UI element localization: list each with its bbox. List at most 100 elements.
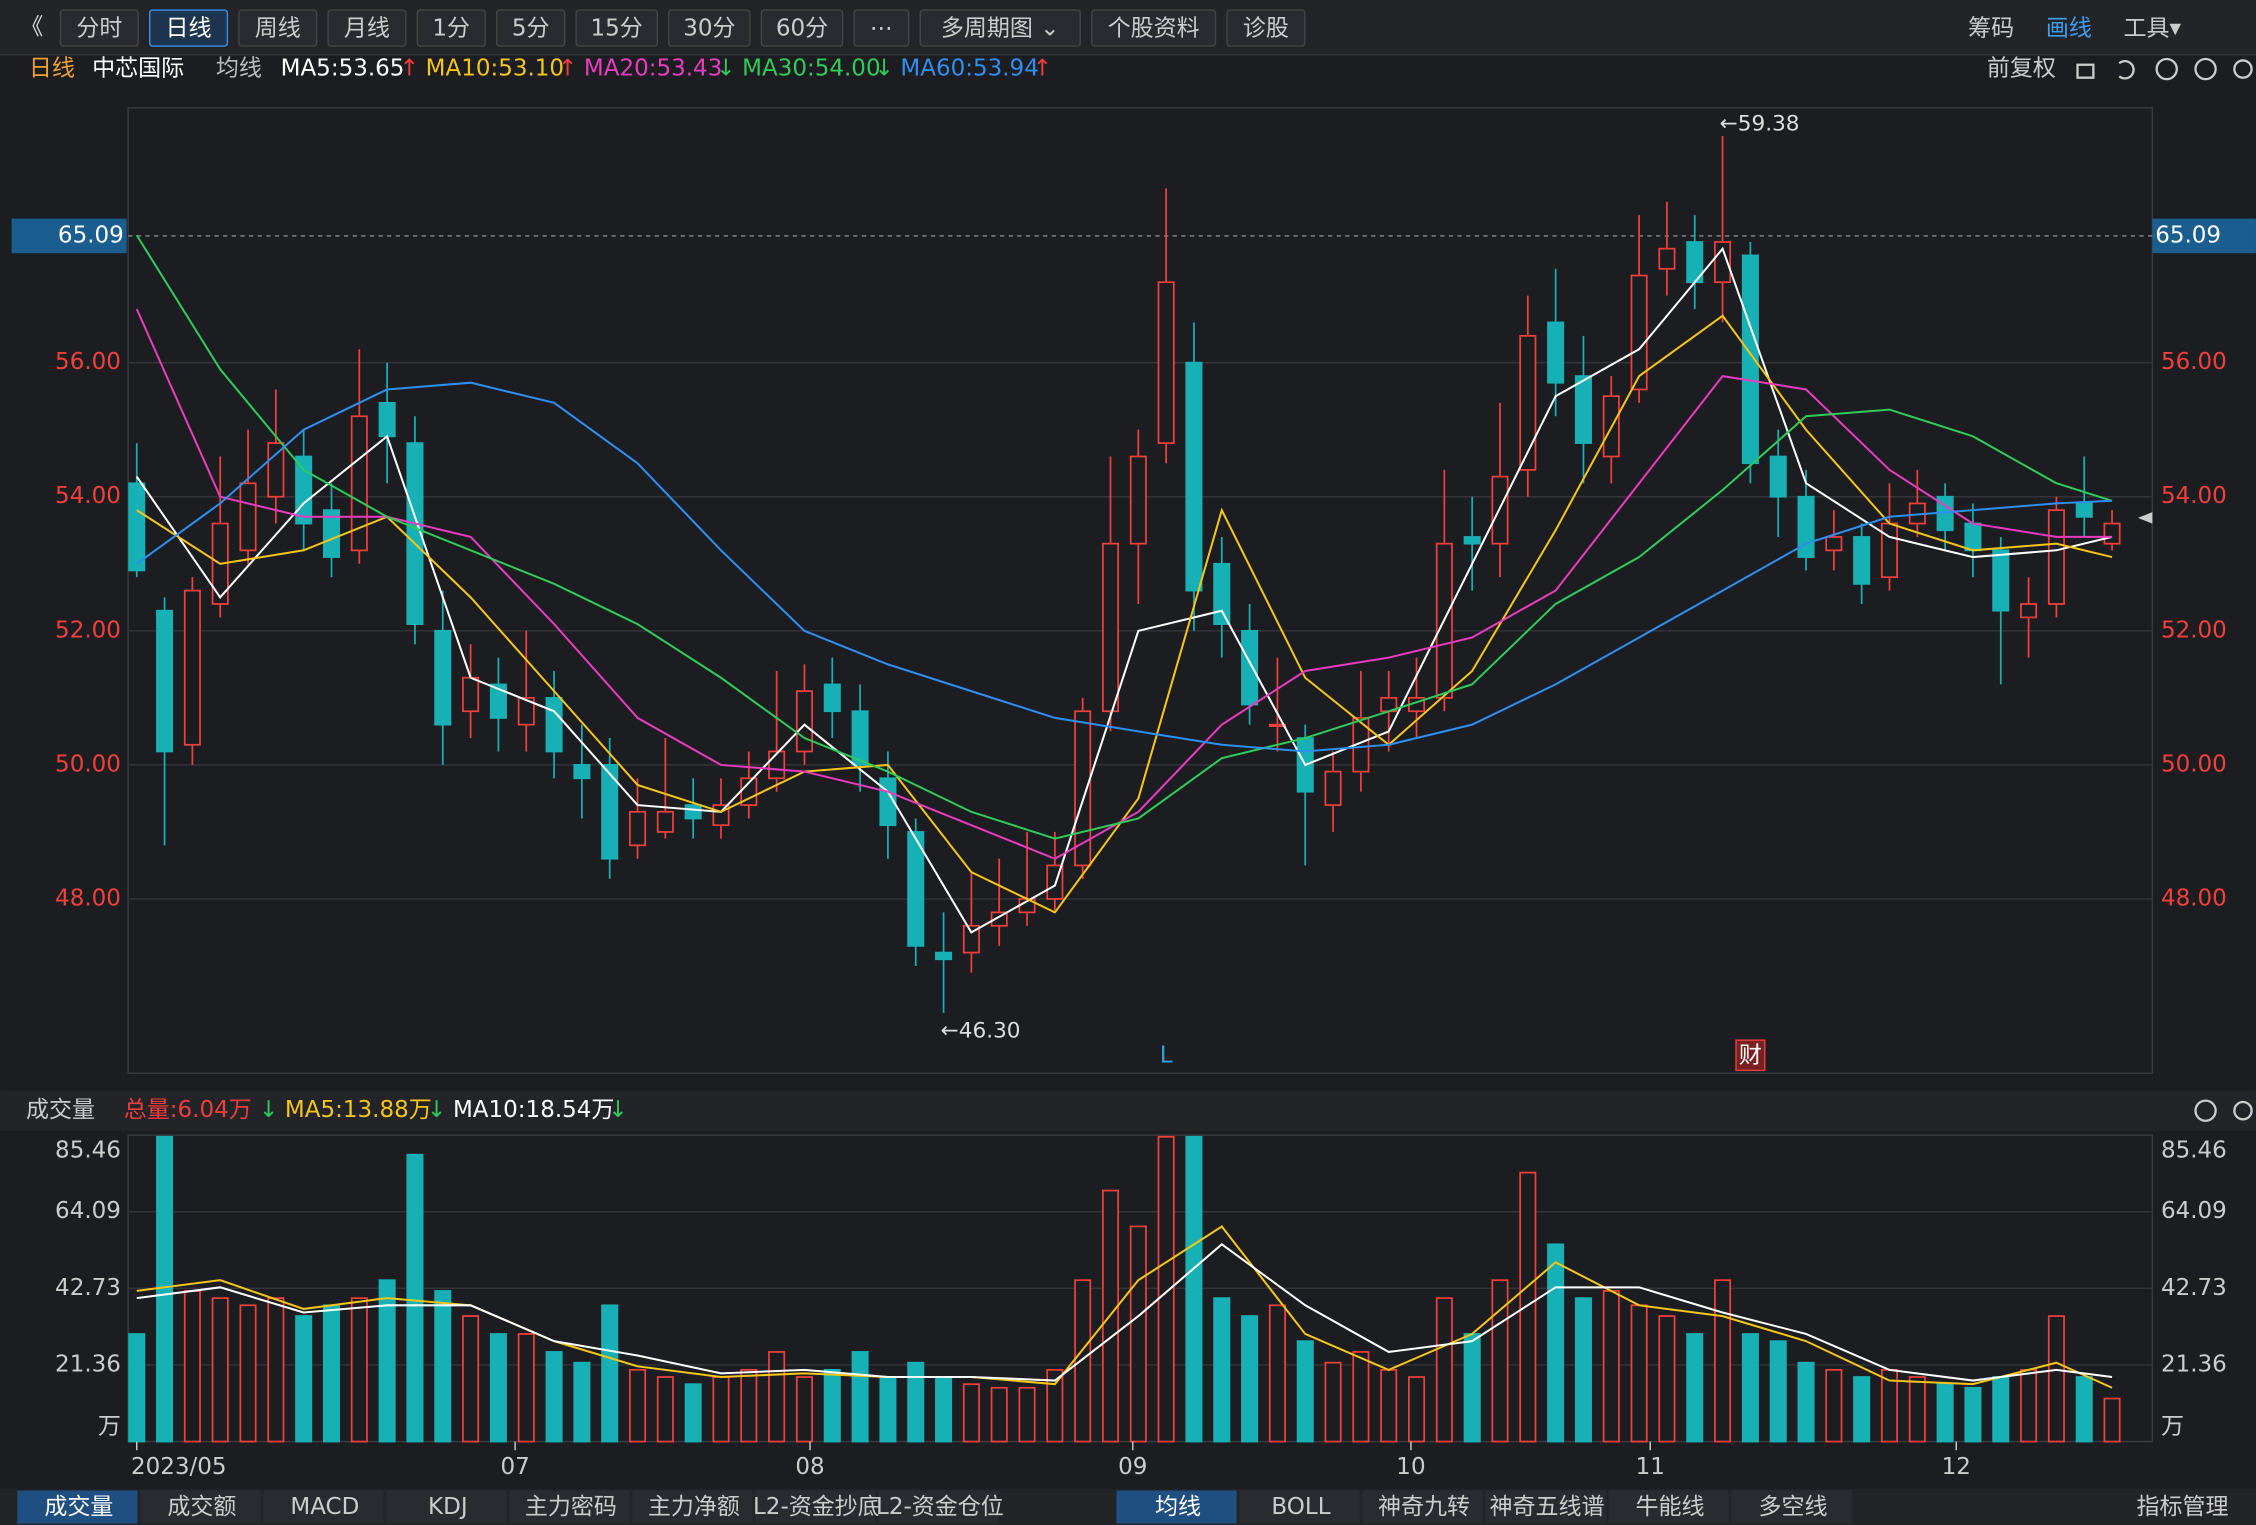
indicator-tab-label[interactable]: 神奇五线谱: [1490, 1494, 1605, 1520]
candle-body: [1185, 361, 1203, 592]
x-tick-label: 08: [795, 1454, 824, 1480]
volume-legend: 总量:6.04万: [124, 1097, 252, 1123]
indicator-tab[interactable]: [1485, 1490, 1606, 1524]
adjust-button[interactable]: 前复权: [1987, 56, 2056, 82]
undo-icon[interactable]: [2118, 60, 2135, 80]
toolbar-button-label[interactable]: 5分: [512, 15, 550, 41]
settings-icon[interactable]: [2233, 1100, 2253, 1121]
indicator-tab-label[interactable]: MACD: [290, 1494, 359, 1520]
toolbar-button[interactable]: [1091, 9, 1217, 47]
toolbar-button[interactable]: [495, 9, 566, 47]
indicator-tab[interactable]: [140, 1490, 261, 1524]
indicator-tab-label[interactable]: L2-资金仓位: [876, 1494, 1004, 1520]
indicator-tab-label[interactable]: 牛能线: [1636, 1494, 1705, 1520]
volume-bar: [1797, 1361, 1815, 1443]
zoom-in-icon[interactable]: [2155, 57, 2178, 81]
toolbar-right-button[interactable]: 筹码: [1968, 15, 2014, 41]
toolbar-button[interactable]: [853, 9, 910, 47]
event-marker[interactable]: 财: [1739, 1042, 1762, 1068]
indicator-tab[interactable]: [1362, 1490, 1483, 1524]
indicator-tab[interactable]: [1608, 1490, 1729, 1524]
volume-header-bg: [0, 1090, 2256, 1131]
indicator-tab[interactable]: [386, 1490, 507, 1524]
indicator-tab[interactable]: [632, 1490, 753, 1524]
volume-bar: [962, 1383, 980, 1443]
toolbar-button-label[interactable]: 诊股: [1243, 15, 1289, 41]
candle-body: [1630, 274, 1648, 391]
toolbar-button-label[interactable]: 日线: [166, 15, 212, 41]
indicator-tab[interactable]: [263, 1490, 384, 1524]
indicator-tab-label[interactable]: L2-资金抄底: [753, 1494, 881, 1520]
toolbar-icons: [2076, 57, 2253, 1122]
toolbar-button[interactable]: [59, 9, 139, 47]
volume-bar: [1686, 1333, 1704, 1443]
toolbar-button-label[interactable]: 个股资料: [1108, 15, 1200, 41]
toolbar-button[interactable]: [919, 9, 1081, 47]
lock-icon[interactable]: [2076, 63, 2095, 79]
indicator-tab-label[interactable]: 成交额: [167, 1494, 236, 1520]
candle-body: [1324, 770, 1342, 806]
settings-icon[interactable]: [2233, 59, 2253, 79]
toolbar-button[interactable]: [760, 9, 844, 47]
toolbar-button[interactable]: [148, 9, 229, 47]
toolbar-button-label[interactable]: 30分: [683, 15, 735, 41]
candle-body: [907, 831, 925, 947]
indicator-tab-label[interactable]: 主力净额: [648, 1494, 740, 1520]
toolbar-button[interactable]: [575, 9, 658, 47]
toolbar-button-label[interactable]: 分时: [76, 15, 122, 41]
ma-trend: ↓: [875, 56, 894, 82]
volume-legend: MA10:18.54万: [453, 1097, 614, 1123]
toolbar-button-label[interactable]: 60分: [776, 15, 828, 41]
toolbar-button[interactable]: [668, 9, 751, 47]
toolbar-button[interactable]: [327, 9, 407, 47]
toolbar-right-button[interactable]: 画线: [2046, 15, 2092, 41]
indicator-tab-label[interactable]: 多空线: [1759, 1494, 1828, 1520]
event-marker[interactable]: L: [1160, 1042, 1173, 1068]
indicator-tab[interactable]: [509, 1490, 630, 1524]
y-tick-label: 42.73: [55, 1275, 121, 1301]
indicator-tab-label[interactable]: 成交量: [44, 1494, 113, 1520]
volume-bar: [712, 1376, 730, 1443]
candle-body: [1129, 455, 1147, 545]
indicator-tab[interactable]: [878, 1490, 999, 1524]
toolbar-button[interactable]: [1226, 9, 1306, 47]
volume-bar: [128, 1333, 146, 1443]
volume-bar: [2103, 1397, 2121, 1443]
candle-body: [2103, 522, 2121, 545]
indicator-tab-label[interactable]: 均线: [1155, 1494, 1201, 1520]
volume-bar: [573, 1361, 591, 1443]
indicator-tab-label[interactable]: 神奇九转: [1378, 1494, 1470, 1520]
indicator-tab[interactable]: [755, 1490, 876, 1524]
indicator-manage[interactable]: 指标管理: [2137, 1494, 2229, 1520]
toolbar-button[interactable]: [238, 9, 318, 47]
event-box[interactable]: [1735, 1039, 1766, 1072]
candle-body: [295, 455, 313, 525]
indicator-tab-label[interactable]: 主力密码: [525, 1494, 617, 1520]
volume-bar: [907, 1361, 925, 1443]
indicator-tab[interactable]: [1731, 1490, 1852, 1524]
toolbar-button[interactable]: [416, 9, 486, 47]
toolbar-button-label[interactable]: 周线: [255, 15, 301, 41]
indicator-tab-label[interactable]: KDJ: [428, 1494, 468, 1520]
indicator-tab[interactable]: [1239, 1490, 1360, 1524]
back-button[interactable]: 《: [20, 14, 43, 40]
volume-bar: [239, 1304, 257, 1443]
zoom-out-icon[interactable]: [2194, 57, 2217, 81]
toolbar-button-label[interactable]: 月线: [344, 15, 390, 41]
volume-bar: [295, 1315, 313, 1443]
candle-body: [601, 764, 619, 860]
y-tick-label: 52.00: [55, 617, 121, 643]
toolbar-button-label[interactable]: ⋯: [870, 15, 893, 41]
toolbar-right-button[interactable]: 工具▾: [2124, 15, 2182, 41]
toolbar-button-label[interactable]: 1分: [432, 15, 470, 41]
indicator-tab-label[interactable]: BOLL: [1271, 1494, 1330, 1520]
indicator-tab[interactable]: [17, 1490, 138, 1524]
toolbar-button-label[interactable]: 15分: [591, 15, 643, 41]
candle-body: [322, 509, 341, 558]
x-tick-label: 10: [1396, 1454, 1425, 1480]
candle-body: [1797, 495, 1815, 558]
close-icon[interactable]: [2194, 1099, 2217, 1122]
toolbar-button-label[interactable]: 多周期图 ⌄: [941, 15, 1060, 41]
y-tick-label: 85.46: [55, 1137, 121, 1163]
indicator-tab[interactable]: [1116, 1490, 1237, 1524]
